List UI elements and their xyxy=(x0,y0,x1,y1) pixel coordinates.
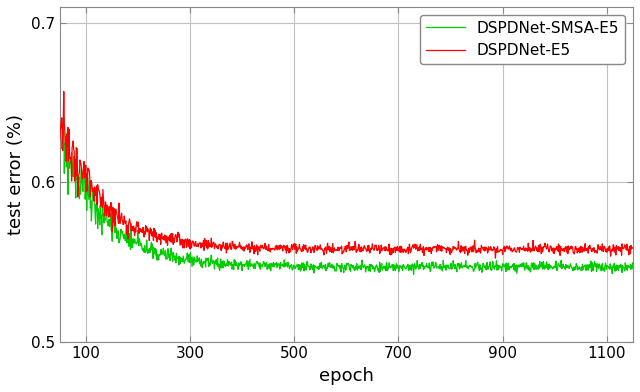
DSPDNet-SMSA-E5 xyxy=(49,97,56,102)
DSPDNet-E5 xyxy=(135,231,143,236)
Line: DSPDNet-E5: DSPDNet-E5 xyxy=(34,0,633,258)
DSPDNet-SMSA-E5 xyxy=(179,257,186,261)
DSPDNet-E5 xyxy=(479,245,487,250)
DSPDNet-SMSA-E5 xyxy=(603,267,611,272)
Line: DSPDNet-SMSA-E5: DSPDNet-SMSA-E5 xyxy=(34,0,633,274)
DSPDNet-SMSA-E5 xyxy=(479,261,487,266)
DSPDNet-E5 xyxy=(629,246,637,250)
DSPDNet-E5 xyxy=(30,24,38,29)
DSPDNet-E5 xyxy=(49,90,56,94)
DSPDNet-E5 xyxy=(492,256,499,260)
DSPDNet-SMSA-E5 xyxy=(410,272,417,277)
DSPDNet-E5 xyxy=(179,237,186,242)
X-axis label: epoch: epoch xyxy=(319,367,374,385)
DSPDNet-SMSA-E5 xyxy=(287,263,294,268)
Legend: DSPDNet-SMSA-E5, DSPDNet-E5: DSPDNet-SMSA-E5, DSPDNet-E5 xyxy=(420,15,625,64)
DSPDNet-E5 xyxy=(603,247,611,251)
DSPDNet-E5 xyxy=(287,249,294,254)
Y-axis label: test error (%): test error (%) xyxy=(7,114,25,235)
DSPDNet-SMSA-E5 xyxy=(30,16,38,21)
DSPDNet-SMSA-E5 xyxy=(135,243,143,248)
DSPDNet-SMSA-E5 xyxy=(629,267,637,271)
